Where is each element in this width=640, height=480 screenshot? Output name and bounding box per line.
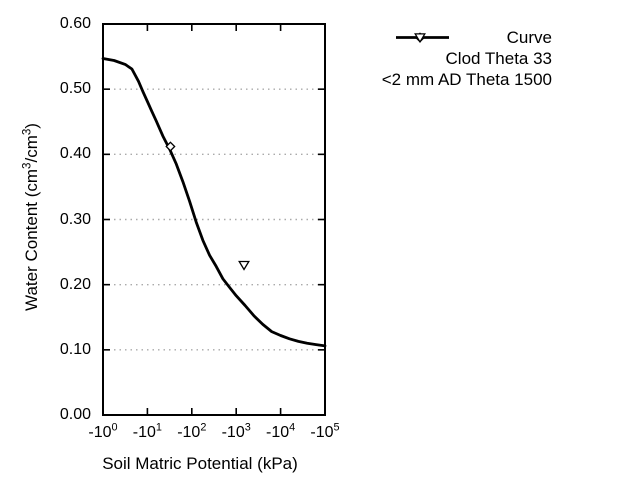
- series-2-marker: [238, 260, 250, 271]
- y-tick-label: 0.40: [59, 145, 91, 163]
- x-tick-label: -102: [177, 421, 207, 441]
- x-tick-label: -104: [266, 421, 296, 441]
- legend-item: <2 mm AD Theta 1500: [381, 33, 620, 90]
- y-tick-label: 0.50: [59, 80, 91, 98]
- legend-triangle-down-icon: [413, 33, 620, 90]
- x-tick-label: -103: [221, 421, 251, 441]
- legend: Curve Clod Theta 33 <2 mm AD Theta 1500: [382, 27, 620, 90]
- legend-label: Curve: [506, 28, 552, 47]
- legend-line-sample-icon: [395, 27, 620, 48]
- legend-label: <2 mm AD Theta 1500: [381, 70, 552, 89]
- x-tick-label: -105: [310, 421, 340, 441]
- legend-label: Clod Theta 33: [445, 49, 552, 68]
- y-tick-label: 0.60: [59, 15, 91, 32]
- y-tick-label: 0.10: [59, 340, 91, 358]
- legend-item: Clod Theta 33: [382, 32, 620, 69]
- curve-line: [101, 57, 327, 348]
- series-1-marker: [165, 141, 176, 152]
- y-tick-label: 0.00: [59, 406, 91, 423]
- x-tick-label: -101: [132, 421, 162, 441]
- y-axis-title: Water Content (cm3/cm3): [21, 123, 41, 311]
- y-tick-label: 0.20: [59, 275, 91, 293]
- x-axis-title: Soil Matric Potential (kPa): [102, 454, 298, 473]
- y-tick-label: 0.30: [59, 210, 91, 228]
- legend-diamond-icon: [414, 32, 620, 69]
- x-tick-label: -100: [88, 421, 118, 441]
